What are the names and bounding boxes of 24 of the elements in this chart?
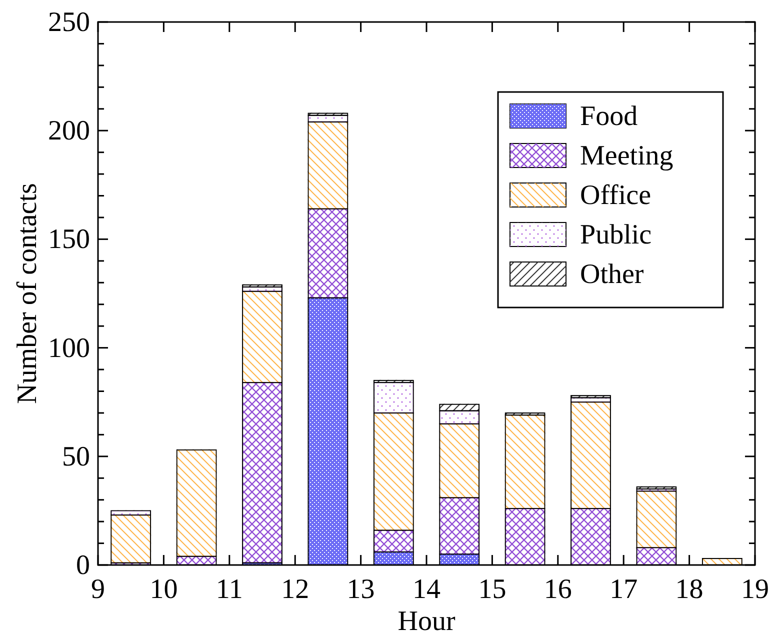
x-axis-title: Hour (398, 606, 456, 635)
legend-label: Office (580, 180, 651, 211)
legend-label: Food (580, 101, 638, 132)
y-tick-label: 200 (48, 116, 90, 147)
y-tick-label: 150 (48, 224, 90, 256)
legend-label: Public (580, 220, 652, 250)
y-tick-label: 250 (48, 7, 90, 38)
x-tick-label: 15 (478, 574, 506, 605)
x-tick-label: 10 (150, 574, 178, 605)
x-tick-label: 19 (741, 574, 769, 605)
y-tick-label: 0 (76, 550, 90, 581)
x-tick-label: 14 (412, 574, 440, 605)
y-tick-label: 100 (48, 332, 90, 364)
y-axis-title: Number of contacts (12, 183, 43, 404)
legend-label: Meeting (580, 140, 674, 172)
x-tick-label: 13 (346, 574, 375, 605)
x-tick-label: 18 (675, 574, 704, 605)
x-tick-label: 16 (544, 574, 572, 605)
legend-label: Other (580, 259, 644, 290)
x-tick-label: 17 (610, 574, 638, 605)
x-tick-label: 9 (91, 574, 105, 605)
x-tick-label: 11 (216, 574, 243, 605)
y-tick-label: 50 (62, 441, 90, 472)
x-tick-label: 12 (281, 574, 310, 605)
